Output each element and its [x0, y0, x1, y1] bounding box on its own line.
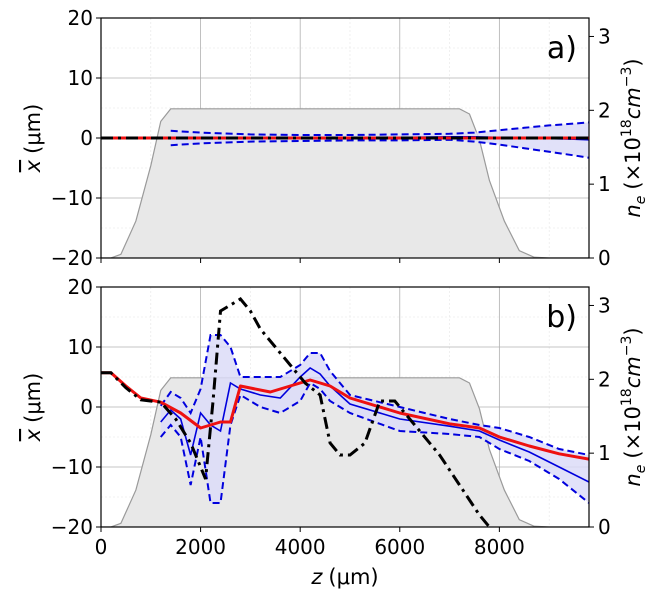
y2tick-label: 2 — [598, 367, 611, 391]
ylabel2-pre: (×10 — [621, 406, 645, 459]
xtick-label: 0 — [95, 535, 108, 559]
panel-label: a) — [547, 31, 577, 66]
xlabel: z (μm) — [310, 565, 378, 589]
ytick-label: −10 — [51, 186, 93, 210]
xlabel-main: z — [310, 565, 323, 589]
y2tick-label: 1 — [598, 441, 611, 465]
y2tick-label: 1 — [598, 172, 611, 196]
ylabel2-symbol: n — [621, 204, 645, 217]
ylabel2-post: ) — [621, 327, 645, 335]
density-profile-line — [101, 108, 589, 258]
ytick-label: 20 — [68, 6, 93, 30]
band-upper-line — [159, 334, 589, 456]
ytick-label: 20 — [68, 275, 93, 299]
plot-area — [101, 297, 589, 527]
band-upper-line — [170, 121, 589, 136]
ylabel2-exp: 18 — [619, 388, 635, 406]
ylabel2: ne (×1018cm−3) — [619, 58, 647, 217]
ylabel-symbol: x — [21, 159, 45, 173]
ylabel2-exp2: −3 — [619, 67, 635, 88]
xlabel-unit: (μm) — [328, 565, 378, 589]
y2tick-label: 0 — [598, 515, 611, 539]
ytick-label: 10 — [68, 66, 93, 90]
ytick-label: −20 — [51, 515, 93, 539]
ytick-label: 10 — [68, 335, 93, 359]
y2tick-label: 2 — [598, 98, 611, 122]
black-series-line — [101, 297, 491, 527]
ytick-label: 0 — [80, 395, 93, 419]
ylabel2-sub: e — [633, 465, 647, 474]
ylabel-unit: (μm) — [21, 104, 45, 154]
y2tick-label: 0 — [598, 246, 611, 270]
ylabel2-post: ) — [621, 58, 645, 66]
density-profile-line — [101, 377, 589, 527]
ylabel2-symbol: n — [621, 473, 645, 486]
ylabel2-pre: (×10 — [621, 137, 645, 190]
panel-label: b) — [546, 300, 577, 335]
ylabel2-exp2: −3 — [619, 336, 635, 357]
density-fill — [101, 108, 589, 258]
ytick-label: −10 — [51, 455, 93, 479]
xtick-label: 8000 — [474, 535, 525, 559]
xtick-label: 4000 — [275, 535, 326, 559]
ylabel: x (μm) — [21, 104, 45, 174]
ylabel2-sub: e — [633, 196, 647, 205]
ylabel2-exp: 18 — [619, 119, 635, 137]
y2tick-label: 3 — [598, 293, 611, 317]
ytick-label: −20 — [51, 246, 93, 270]
plot-area — [101, 108, 589, 258]
ylabel2-mid: cm — [621, 87, 645, 119]
ylabel2: ne (×1018cm−3) — [619, 327, 647, 486]
xtick-label: 6000 — [374, 535, 425, 559]
ylabel2-mid: cm — [621, 356, 645, 388]
ylabel: x (μm) — [21, 373, 45, 443]
band-lower-line — [159, 381, 589, 504]
ytick-label: 0 — [80, 126, 93, 150]
ylabel-unit: (μm) — [21, 373, 45, 423]
y2tick-label: 3 — [598, 24, 611, 48]
ylabel-symbol: x — [21, 428, 45, 442]
band-lower-line — [170, 138, 589, 159]
xtick-label: 2000 — [175, 535, 226, 559]
